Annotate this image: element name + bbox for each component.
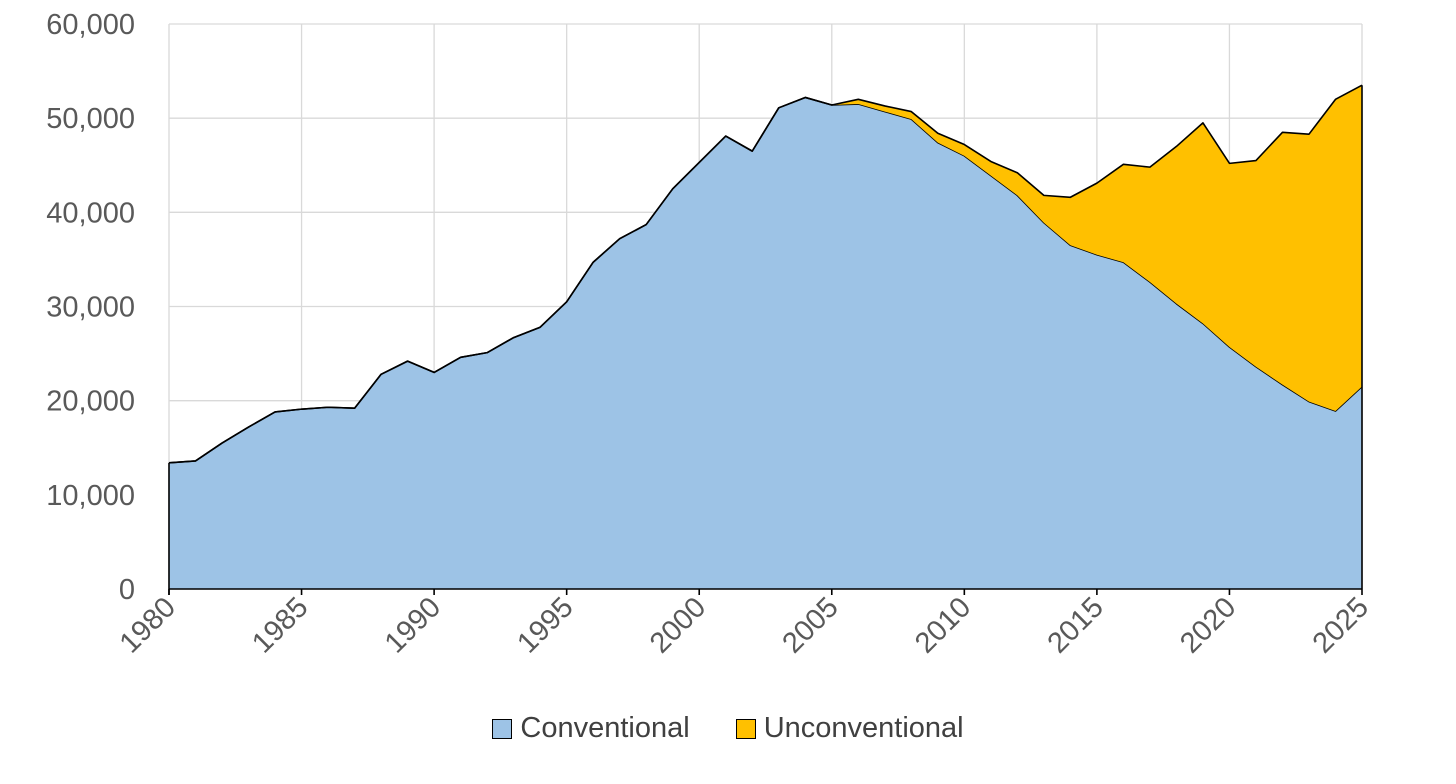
area-conventional xyxy=(169,97,1362,589)
legend: Conventional Unconventional xyxy=(0,712,1456,745)
y-axis-tick-labels: 0 10,000 20,000 30,000 40,000 50,000 60,000 xyxy=(46,9,135,606)
legend-item-unconventional[interactable]: Unconventional xyxy=(735,712,964,745)
x-tick-label: 2015 xyxy=(1042,591,1110,659)
legend-label-conventional: Conventional xyxy=(520,712,690,744)
x-tick-label: 1990 xyxy=(379,591,447,659)
legend-item-conventional[interactable]: Conventional xyxy=(492,712,690,745)
legend-label-unconventional: Unconventional xyxy=(763,712,964,744)
x-tick-label: 2005 xyxy=(776,591,844,659)
legend-swatch-conventional xyxy=(492,718,513,739)
x-tick-label: 2000 xyxy=(644,591,712,659)
y-tick-label: 40,000 xyxy=(46,197,135,229)
x-tick-label: 1985 xyxy=(246,591,314,659)
x-tick-label: 1995 xyxy=(511,591,579,659)
y-tick-label: 60,000 xyxy=(46,9,135,41)
x-tick-label: 2025 xyxy=(1307,591,1375,659)
area-series-group xyxy=(168,84,1363,589)
legend-swatch-unconventional xyxy=(735,718,756,739)
x-tick-label: 2010 xyxy=(909,591,977,659)
y-tick-label: 30,000 xyxy=(46,292,135,324)
area-outline-unconventional xyxy=(168,84,1363,464)
axes xyxy=(168,85,1363,595)
y-tick-label: 50,000 xyxy=(46,103,135,135)
x-tick-label: 2020 xyxy=(1174,591,1242,659)
y-tick-label: 0 xyxy=(119,574,135,606)
y-tick-label: 10,000 xyxy=(46,480,135,512)
y-tick-label: 20,000 xyxy=(46,386,135,418)
x-axis-tick-labels: 1980 1985 1990 1995 2000 2005 2010 2015 2020 2025 xyxy=(114,591,1375,659)
